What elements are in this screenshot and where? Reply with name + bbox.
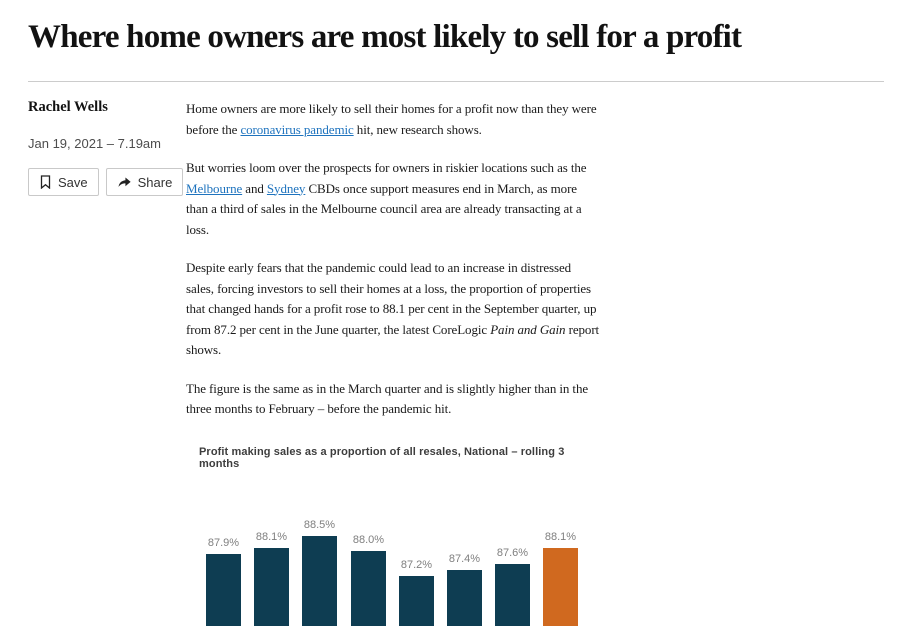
text-segment: But worries loom over the prospects for … bbox=[186, 160, 587, 175]
chart-bar bbox=[351, 550, 386, 626]
save-button[interactable]: Save bbox=[28, 168, 99, 196]
chart-bar-label: 87.4% bbox=[448, 552, 481, 565]
article-paragraph: The figure is the same as in the March q… bbox=[186, 379, 600, 420]
chart-bar-label: 88.5% bbox=[303, 518, 336, 531]
chart-bar-label: 88.1% bbox=[255, 530, 288, 543]
headline-divider bbox=[28, 81, 884, 82]
chart-bar bbox=[447, 569, 482, 626]
chart-bar-label: 87.2% bbox=[400, 558, 433, 571]
article-actions: Save Share bbox=[28, 168, 186, 196]
content-area: Rachel Wells Jan 19, 2021 – 7.19am Save bbox=[28, 99, 884, 626]
chart-bar bbox=[399, 575, 434, 626]
inline-link[interactable]: coronavirus pandemic bbox=[240, 121, 354, 137]
chart-bar bbox=[206, 553, 241, 626]
text-segment: CBDs once support measures end in March,… bbox=[186, 180, 582, 237]
text-segment: report shows. bbox=[186, 321, 600, 358]
byline: Rachel Wells Jan 19, 2021 – 7.19am Save bbox=[28, 99, 186, 626]
article-paragraphs: Home owners are more likely to sell thei… bbox=[186, 99, 600, 420]
share-button-label: Share bbox=[137, 174, 173, 190]
article-paragraph: Home owners are more likely to sell thei… bbox=[186, 99, 600, 140]
chart-bars: 87.9% 88.1% 88.5% 88.0% 87.2% 87.4% 87.6% 88.1% bbox=[206, 517, 600, 626]
save-button-label: Save bbox=[58, 174, 88, 190]
article-paragraph: Despite early fears that the pandemic co… bbox=[186, 258, 600, 361]
share-button[interactable]: Share bbox=[105, 168, 184, 196]
publish-date: Jan 19, 2021 – 7.19am bbox=[28, 136, 161, 151]
article-paragraph: But worries loom over the prospects for … bbox=[186, 158, 600, 240]
chart-bar-label: 88.0% bbox=[352, 533, 385, 546]
page-title: Where home owners are most likely to sel… bbox=[28, 19, 742, 55]
profit-sales-chart: Profit making sales as a proportion of a… bbox=[199, 446, 600, 626]
text-segment: and bbox=[242, 180, 267, 196]
inline-link[interactable]: Sydney bbox=[266, 180, 306, 196]
chart-bar-label: 88.1% bbox=[544, 530, 577, 543]
chart-bar bbox=[543, 547, 578, 626]
inline-link[interactable]: Melbourne bbox=[186, 180, 243, 196]
text-segment: The figure is the same as in the March q… bbox=[186, 380, 589, 417]
italic-text: Pain and Gain bbox=[490, 321, 566, 337]
chart-bar bbox=[495, 563, 530, 626]
text-segment: hit, new research shows. bbox=[353, 121, 482, 137]
text-segment: Despite early fears that the pandemic co… bbox=[186, 260, 597, 337]
chart-bar bbox=[302, 535, 337, 626]
author-name[interactable]: Rachel Wells bbox=[28, 99, 108, 115]
bookmark-icon bbox=[39, 175, 52, 189]
article-body: Home owners are more likely to sell thei… bbox=[186, 99, 600, 626]
share-arrow-icon bbox=[117, 176, 132, 189]
chart-bar-label: 87.6% bbox=[496, 546, 529, 559]
text-segment: Home owners are more likely to sell thei… bbox=[186, 101, 597, 137]
chart-bar bbox=[254, 547, 289, 626]
chart-bar-label: 87.9% bbox=[207, 536, 240, 549]
chart-title: Profit making sales as a proportion of a… bbox=[199, 445, 565, 470]
